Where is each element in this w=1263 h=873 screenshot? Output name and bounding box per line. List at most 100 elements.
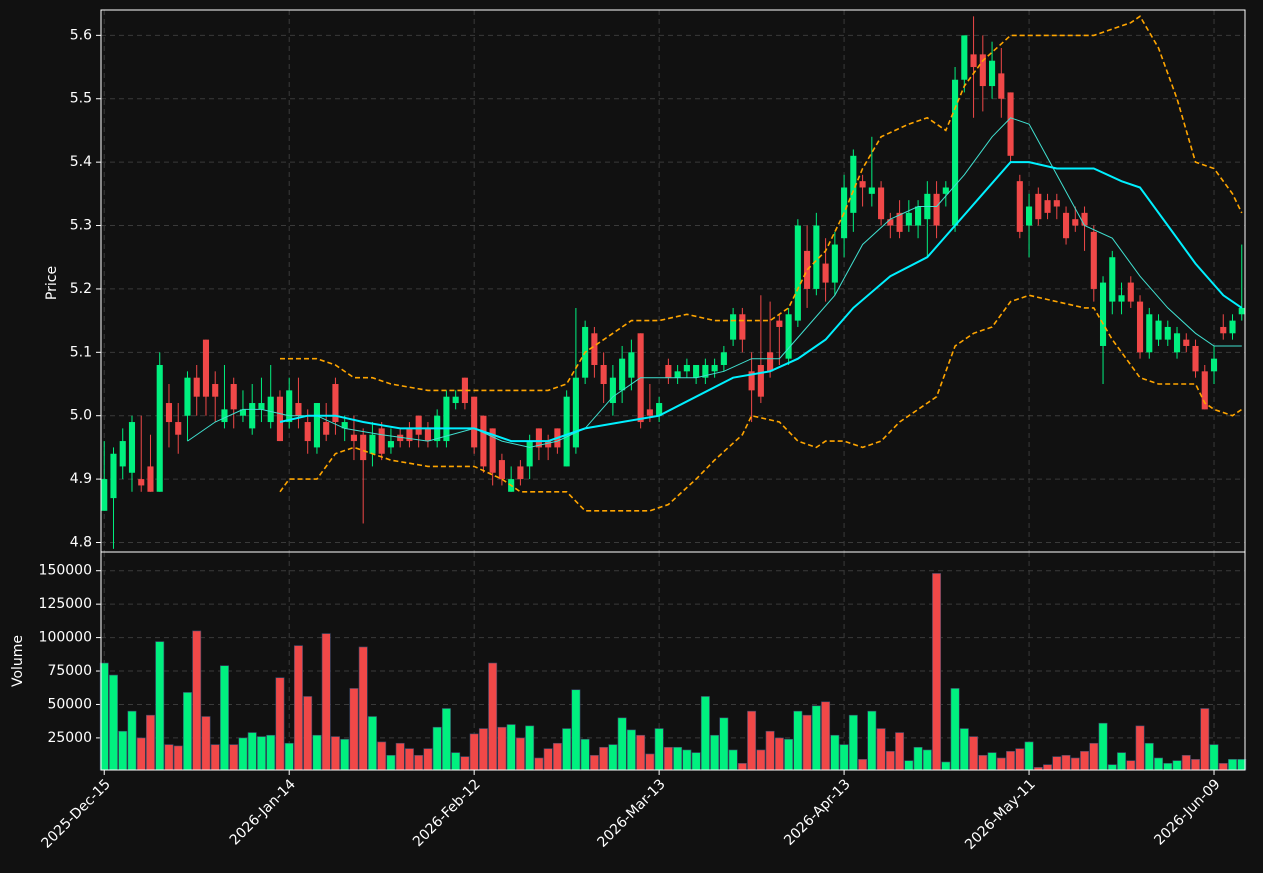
candle-body <box>1099 282 1107 346</box>
volume-bar <box>146 714 155 771</box>
candle-body <box>415 415 422 435</box>
volume-bar <box>608 744 618 771</box>
indicator-line <box>279 294 1243 512</box>
volume-bar <box>173 745 183 771</box>
y-tick-label: 5.4 <box>70 154 92 170</box>
candle-body <box>1192 345 1199 372</box>
candle-body <box>822 263 829 283</box>
volume-bar <box>1172 760 1182 771</box>
candle-body <box>175 422 182 435</box>
volume-bar <box>1163 763 1173 771</box>
candle-body <box>258 403 265 410</box>
candle-body <box>646 409 653 416</box>
candle-body <box>1007 92 1014 156</box>
volume-bar <box>1006 750 1016 771</box>
candle-body <box>341 422 348 429</box>
candle-body <box>896 212 903 232</box>
candle-body <box>720 352 727 365</box>
volume-bar <box>700 696 710 771</box>
candle-body <box>905 212 912 226</box>
volume-bar <box>895 732 905 771</box>
candle-body <box>1183 339 1190 346</box>
candle-body <box>517 466 524 480</box>
volume-bar <box>164 744 174 771</box>
candle-body <box>868 187 875 194</box>
candle-body <box>471 396 478 448</box>
candle-body <box>1118 295 1125 302</box>
candle-body <box>165 403 173 423</box>
volume-bar <box>765 730 775 771</box>
candle-body <box>1062 212 1070 239</box>
volume-bar <box>673 746 683 771</box>
candle-body <box>350 434 357 442</box>
candle-body <box>730 314 737 340</box>
y-tick-label: 5.5 <box>70 91 92 107</box>
volume-bar <box>386 754 396 771</box>
volume-bar <box>441 708 451 771</box>
volume-bar <box>719 717 729 771</box>
price-axis-label: Price <box>44 266 60 300</box>
volume-bar <box>811 705 821 771</box>
candle-body <box>1173 333 1181 353</box>
volume-bar <box>599 746 609 771</box>
volume-bar <box>127 710 137 771</box>
candle-body <box>1146 314 1153 353</box>
volume-bar <box>1228 759 1237 771</box>
volume-bar <box>654 728 664 771</box>
candle-body <box>1072 219 1079 226</box>
candle-body <box>249 403 256 429</box>
candle-body <box>739 314 746 340</box>
candle-body <box>184 377 191 416</box>
candle-body <box>1109 257 1116 302</box>
candle-body <box>785 314 792 359</box>
y-tick-label: 5.0 <box>70 408 92 424</box>
candle-body <box>397 434 404 442</box>
volume-bar <box>155 641 165 771</box>
volume-bar <box>987 752 997 771</box>
candle-body <box>202 339 210 397</box>
volume-bar <box>136 737 146 771</box>
y-tick-label: 4.9 <box>70 471 92 487</box>
volume-bar <box>636 734 646 771</box>
volume-bar <box>580 738 590 771</box>
candle-body <box>1229 320 1236 334</box>
volume-bar <box>330 736 340 771</box>
candle-body <box>156 364 163 492</box>
volume-bar <box>423 748 433 771</box>
volume-bar <box>478 728 488 771</box>
y-tick-label: 5.6 <box>70 27 92 43</box>
candle-body <box>915 206 922 226</box>
volume-bar <box>756 749 766 771</box>
volume-bar <box>229 744 239 771</box>
candle-body <box>1220 326 1227 334</box>
candle-body <box>221 409 228 423</box>
candle-body <box>1081 212 1088 226</box>
candle-body <box>1136 301 1144 353</box>
volume-bar <box>404 748 414 771</box>
volume-bar <box>525 725 535 771</box>
candle-body <box>961 35 968 80</box>
y-tick-label: 5.3 <box>70 218 92 234</box>
candle-body <box>212 384 219 397</box>
candle-body <box>748 371 755 391</box>
volume-bar <box>201 716 211 771</box>
candle-body <box>572 377 579 448</box>
candle-body <box>443 396 450 442</box>
candle-body <box>147 466 154 492</box>
volume-bar <box>821 701 831 771</box>
candle-body <box>609 377 616 404</box>
volume-bar <box>737 763 747 771</box>
candle-body <box>1016 181 1023 232</box>
volume-bar <box>1043 764 1053 771</box>
volume-bar <box>293 645 303 771</box>
volume-bar <box>303 696 313 771</box>
volume-bar <box>663 746 673 771</box>
candle-body <box>989 60 996 87</box>
volume-bar <box>728 749 738 771</box>
candle-body <box>767 352 774 372</box>
volume-bar <box>1080 750 1090 771</box>
candle-body <box>998 73 1005 99</box>
candle-body <box>683 364 690 372</box>
candle-body <box>239 409 247 416</box>
